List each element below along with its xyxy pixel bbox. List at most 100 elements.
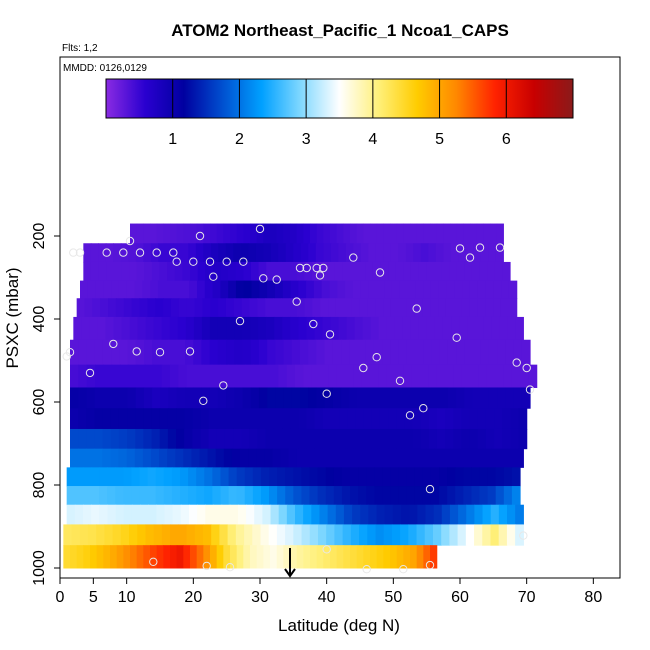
heatmap-cell [288,298,298,318]
heatmap-cell [170,364,179,388]
heatmap-cell [86,428,96,450]
heatmap-cell [335,504,345,525]
heatmap-cell [428,428,438,450]
heatmap-cell [102,448,112,468]
heatmap-cell [291,387,301,409]
heatmap-cell [414,298,423,318]
heatmap-cell [226,387,235,409]
heatmap-cell [116,545,124,569]
heatmap-cell [196,486,205,506]
heatmap-cell [256,448,265,468]
heatmap-cell [505,387,515,409]
heatmap-cell [148,504,157,525]
heatmap-cell [431,387,441,409]
heatmap-cell [449,504,459,525]
heatmap-cell [274,316,283,341]
heatmap-cell [178,364,188,388]
heatmap-cell [339,428,348,450]
heatmap-cell [176,339,186,366]
heatmap-cell [192,428,202,450]
heatmap-cell [349,387,359,409]
heatmap-cell [339,408,348,430]
heatmap-cell [208,428,218,450]
heatmap-cell [445,428,454,450]
observation-point [255,224,265,234]
heatmap-cell [265,298,274,318]
heatmap-cell [361,448,371,468]
heatmap-cell [329,280,338,299]
colorbar-scale [105,78,574,119]
heatmap-cell [110,428,120,450]
heatmap-cell [188,467,197,487]
heatmap-cell [115,467,124,487]
heatmap-cell [163,223,171,244]
heatmap-cell [332,387,342,409]
heatmap-cell [508,280,518,299]
observation-point [155,348,165,357]
heatmap-cell [86,408,96,430]
heatmap-cell [371,428,381,450]
heatmap-cell [79,524,89,546]
heatmap-cell [479,467,489,487]
heatmap-cell [197,261,206,282]
heatmap-cell [488,387,498,409]
heatmap-cell [90,545,98,569]
heatmap-cell [320,448,330,468]
heatmap-cell [118,408,128,430]
heatmap-cell [230,223,238,244]
heatmap-cell [108,298,117,318]
observation-point [425,484,435,494]
heatmap-cell [97,316,107,341]
heatmap-cell [170,545,178,569]
heatmap-cell [384,504,394,525]
heatmap-cell [445,298,455,318]
heatmap-cell [182,261,191,282]
heatmap-cell [155,298,164,318]
heatmap-cell [511,467,521,487]
heatmap-cell [352,280,362,299]
heatmap-cell [78,339,88,366]
heatmap-cell [366,467,375,487]
heatmap-cell [345,448,354,468]
heatmap-cell [200,408,210,430]
heatmap-cell [494,261,503,282]
heatmap-cell [113,261,123,282]
heatmap-cell [139,486,149,506]
heatmap-cell [312,448,322,468]
heatmap-cell [233,298,243,318]
heatmap-cell [150,280,159,299]
heatmap-cell [372,261,382,282]
heatmap-cell [277,486,286,506]
heatmap-cell [439,486,448,506]
heatmap-cell [267,387,276,409]
heatmap-cell [487,486,497,506]
heatmap-cell [384,280,393,299]
heatmap-cell [306,316,316,341]
heatmap-cell [110,448,120,468]
heatmap-cell [321,280,331,299]
heatmap-cell [130,545,138,569]
heatmap-cell [390,467,400,487]
x-tick-label: 5 [89,589,98,606]
heatmap-cell [250,223,258,244]
heatmap-cell [159,261,168,282]
heatmap-cell [436,408,446,430]
heatmap-cell [363,428,373,450]
heatmap-cell [78,364,88,388]
heatmap-cell [410,261,420,282]
heatmap-cell [167,261,176,282]
heatmap-cell [283,387,293,409]
heatmap-cell [386,364,396,388]
heatmap-cell [130,223,138,244]
heatmap-cell [163,298,172,318]
heatmap-cell [78,428,87,450]
x-tick-label: 40 [318,589,336,606]
heatmap-cell [290,280,299,299]
heatmap-cell [521,339,531,366]
heatmap-cell [156,223,164,244]
observation-points [62,224,535,574]
heatmap-cell [513,387,523,409]
heatmap-cell [234,387,244,409]
heatmap-cell [296,448,306,468]
